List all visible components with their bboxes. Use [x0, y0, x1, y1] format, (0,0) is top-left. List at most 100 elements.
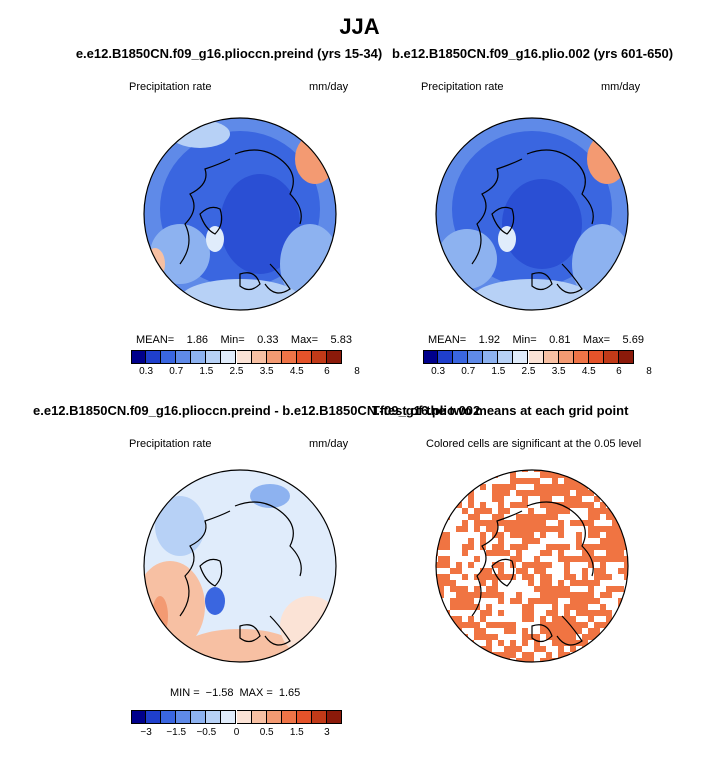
colorbar-tick-label: 2.5 [521, 366, 536, 377]
significant-cell [438, 634, 444, 640]
significant-cell [436, 622, 438, 628]
significant-cell [528, 574, 534, 580]
significant-cell [438, 574, 444, 580]
significant-cell [498, 652, 504, 658]
significant-cell [480, 484, 486, 490]
significant-cell [582, 580, 588, 586]
colorbar-swatch [558, 350, 574, 364]
significant-cell [528, 532, 534, 538]
significant-cell [624, 640, 628, 646]
significant-cell [558, 640, 564, 646]
significant-cell [516, 514, 522, 520]
significant-cell [450, 568, 456, 574]
significant-cell [534, 470, 540, 472]
significant-cell [558, 470, 564, 472]
significant-cell [510, 622, 516, 628]
significant-cell [492, 664, 498, 670]
significant-cell [492, 484, 498, 490]
significant-cell [600, 640, 606, 646]
significant-cell [540, 568, 546, 574]
significant-cell [486, 634, 492, 640]
significant-cell [564, 490, 570, 496]
significant-cell [612, 544, 618, 550]
significant-cell [444, 470, 450, 472]
panel2-title: b.e12.B1850CN.f09_g16.plio.002 (yrs 601-… [392, 46, 674, 61]
significant-cell [438, 508, 444, 514]
panel1-min-label: Min= [220, 334, 245, 346]
significant-cell [606, 658, 612, 662]
significant-cell [594, 532, 600, 538]
significant-cell [540, 580, 546, 586]
significant-cell [600, 526, 606, 532]
significant-cell [600, 574, 606, 580]
significant-cell [600, 472, 606, 478]
significant-cell [624, 514, 628, 520]
significant-cell [450, 586, 456, 592]
significant-cell [498, 550, 504, 556]
significant-cell [462, 646, 468, 652]
significant-cell [630, 514, 636, 520]
significant-cell [594, 568, 600, 574]
significant-cell [528, 478, 534, 484]
significant-cell [438, 538, 444, 544]
panel3-variable-label: Precipitation rate [129, 438, 212, 450]
colorbar-swatch [588, 350, 604, 364]
significant-cell [552, 484, 558, 490]
significant-cell [558, 508, 564, 514]
panel3-colorbar-ticks: −3 −1.5 −0.5 0 0.5 1.5 3 [131, 727, 342, 741]
significant-cell [456, 562, 462, 568]
significant-cell [540, 616, 546, 622]
significant-cell [444, 634, 450, 640]
significant-cell [504, 490, 510, 496]
significant-cell [438, 490, 444, 496]
significant-cell [558, 532, 564, 538]
significant-cell [510, 478, 516, 484]
significant-cell [468, 622, 474, 628]
significant-cell [436, 562, 438, 568]
significant-cell [588, 658, 594, 662]
significant-cell [498, 496, 504, 502]
significant-cell [462, 604, 468, 610]
significant-cell [444, 580, 450, 586]
significant-cell [570, 496, 576, 502]
significant-cell [546, 598, 552, 604]
significant-cell [480, 634, 486, 640]
significant-cell [540, 586, 546, 592]
significant-cell [588, 652, 594, 658]
significant-cell [630, 538, 636, 544]
significant-cell [576, 628, 582, 634]
colorbar-tick-label: 3.5 [259, 366, 274, 377]
significant-cell [546, 526, 552, 532]
significant-cell [522, 658, 528, 662]
significant-cell [564, 574, 570, 580]
panel2-max-label: Max= [582, 334, 611, 346]
significant-cell [582, 574, 588, 580]
significant-cell [528, 514, 534, 520]
significant-cell [480, 592, 486, 598]
significant-cell [582, 610, 588, 616]
significant-cell [606, 640, 612, 646]
significant-cell [438, 580, 444, 586]
significant-cell [564, 586, 570, 592]
significant-cell [546, 580, 552, 586]
significant-cell [522, 502, 528, 508]
panel2-coastlines [471, 149, 594, 294]
panel1-title: e.e12.B1850CN.f09_g16.plioccn.preind (yr… [75, 46, 383, 61]
significant-cell [576, 610, 582, 616]
significant-cell [528, 490, 534, 496]
panel1-colorbar-ticks: 0.3 0.7 1.5 2.5 3.5 4.5 6 8 [131, 366, 360, 380]
significant-cell [618, 586, 624, 592]
significant-cell [444, 556, 450, 562]
significant-cell [474, 520, 480, 526]
significant-cell [444, 472, 450, 478]
colorbar-swatch [236, 350, 252, 364]
significant-cell [456, 478, 462, 484]
significant-cell [492, 520, 498, 526]
panel1-variable-label: Precipitation rate [129, 81, 212, 93]
significant-cell [546, 484, 552, 490]
significant-cell [486, 508, 492, 514]
significant-cell [576, 502, 582, 508]
significant-cell [576, 604, 582, 610]
significant-cell [504, 508, 510, 514]
significant-cell [480, 628, 486, 634]
